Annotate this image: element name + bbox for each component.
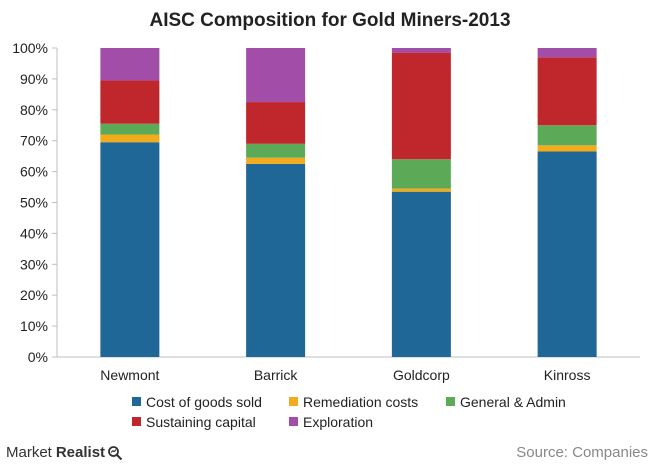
bar-segment-newmont-0 [100,142,160,357]
bar-segment-goldcorp-2 [391,159,451,189]
bar-segment-kinross-4 [537,48,597,58]
legend-swatch [289,417,298,426]
legend-label: Cost of goods sold [146,394,262,410]
y-tick-label: 60% [20,164,48,180]
bar-segment-barrick-3 [246,102,306,144]
x-category-label: Kinross [544,367,591,383]
bar-segment-barrick-1 [246,157,306,164]
x-category-label: Barrick [254,367,299,383]
y-tick-label: 30% [20,256,48,272]
axis-layer: 0% 10% 20% 30% 40% 50% 60% 70% 80% 90% 100% [12,40,640,365]
bar-segment-goldcorp-1 [391,188,451,192]
y-tick-label: 80% [20,102,48,118]
legend-swatch [289,397,298,406]
bar-segment-kinross-2 [537,125,597,146]
legend-swatch [446,397,455,406]
brand-word-realist: Realist [55,444,106,461]
legend-label: General & Admin [460,394,566,410]
brand-logo: Market Realist [6,444,123,461]
bar-segment-newmont-2 [100,123,160,135]
source-note: Source: Companies [516,444,648,461]
bar-segment-goldcorp-4 [391,48,451,53]
magnifier-icon [108,445,123,460]
y-tick-label: 20% [20,287,48,303]
legend-label: Remediation costs [303,394,418,410]
chart-title: AISC Composition for Gold Miners-2013 [149,10,511,31]
legend: Cost of goods sold Remediation costs Gener… [132,394,566,430]
bar-segment-barrick-0 [246,163,306,357]
brand-word-market: Market [6,444,52,461]
bar-segment-kinross-0 [537,151,597,357]
y-tick-label: 0% [28,349,48,365]
bar-segment-goldcorp-0 [391,191,451,357]
bar-segment-newmont-3 [100,80,160,124]
y-tick-label: 90% [20,71,48,87]
bar-segment-kinross-3 [537,57,597,126]
legend-swatch [132,397,141,406]
x-category-label: Newmont [100,367,159,383]
y-tick-label: 100% [12,40,48,56]
y-tick-label: 50% [20,195,48,211]
y-tick-label: 10% [20,318,48,334]
legend-label: Sustaining capital [146,414,256,430]
legend-label: Exploration [303,414,373,430]
bar-segment-kinross-1 [537,145,597,152]
bar-segment-barrick-2 [246,143,306,158]
bar-segment-newmont-1 [100,134,160,143]
y-tick-label: 70% [20,133,48,149]
legend-swatch [132,417,141,426]
category-labels: Newmont Barrick Goldcorp Kinross [100,367,590,383]
bar-segment-goldcorp-3 [391,52,451,160]
bar-segment-newmont-4 [100,48,160,81]
x-category-label: Goldcorp [393,367,450,383]
y-tick-label: 40% [20,225,48,241]
bars-layer [100,48,597,357]
bar-segment-barrick-4 [246,48,306,103]
